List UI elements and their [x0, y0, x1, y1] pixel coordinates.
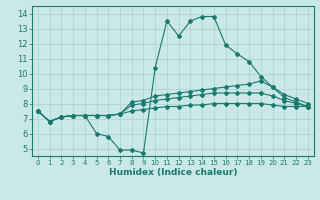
X-axis label: Humidex (Indice chaleur): Humidex (Indice chaleur) [108, 168, 237, 177]
